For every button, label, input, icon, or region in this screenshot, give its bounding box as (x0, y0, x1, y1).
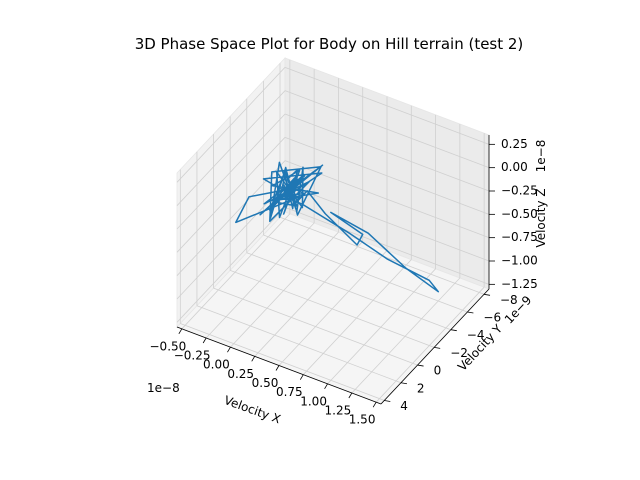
grid-line-z-left (176, 67, 286, 183)
grid-line-z-left (176, 113, 286, 230)
grid-line-z-left (176, 90, 286, 206)
z-tick-label: −1.00 (501, 254, 538, 268)
grid-line-x-floor (181, 213, 291, 330)
grid-line-z-back (284, 183, 490, 262)
x-tick-mark (251, 356, 256, 362)
grid-line-x-floor (254, 241, 364, 357)
z-tick-label: 0.00 (501, 160, 528, 174)
grid-line-z-back (284, 66, 490, 145)
y-tick-label: −8 (500, 293, 518, 307)
grid-line-x-floor (302, 259, 412, 375)
grid-lines (176, 59, 490, 403)
y-tick-label: −6 (483, 311, 501, 325)
grid-line-z-back (284, 113, 490, 192)
x-tick-label: 0.00 (203, 358, 230, 372)
grid-line-x-floor (351, 277, 461, 394)
y-tick-label: 0 (434, 364, 442, 378)
grid-line-y-floor (246, 252, 451, 331)
grid-line-z-back (284, 206, 490, 285)
z-tick-label: 0.25 (501, 137, 528, 151)
x-tick-label: 0.50 (252, 376, 279, 390)
y-tick-label: −2 (450, 346, 468, 360)
x-tick-mark (324, 383, 328, 390)
grid-line-x-floor (327, 268, 436, 385)
z-axis-label: Velocity Z (534, 188, 548, 247)
y-tick-mark (434, 346, 441, 349)
grid-line-z-back (284, 90, 490, 169)
x-tick-mark (202, 337, 207, 344)
axes-panes (176, 56, 490, 405)
y-axis-line (380, 288, 490, 405)
y-tick-mark (450, 329, 457, 332)
x-tick-mark (372, 401, 377, 408)
y-tick-mark (400, 382, 408, 385)
y-tick-label: −4 (467, 328, 485, 342)
y-tick-mark (417, 364, 424, 367)
y-tick-mark (384, 400, 391, 402)
x-offset-label: 1e−8 (147, 381, 180, 395)
x-tick-label: 0.25 (227, 367, 254, 381)
tick-labels: −0.50−0.250.000.250.500.751.001.251.50−8… (150, 137, 538, 427)
x-tick-mark (348, 392, 353, 399)
x-tick-label: 1.00 (300, 394, 327, 408)
z-tick-label: −1.25 (501, 277, 538, 291)
y-tick-label: 4 (400, 399, 408, 413)
chart-title: 3D Phase Space Plot for Body on Hill ter… (135, 35, 524, 53)
x-tick-mark (275, 365, 280, 371)
x-tick-label: −0.50 (150, 339, 187, 353)
x-tick-label: 1.25 (325, 404, 352, 418)
grid-line-z-back (284, 136, 490, 215)
x-tick-mark (299, 374, 304, 380)
grid-line-z-left (176, 160, 286, 276)
grid-line-x-floor (230, 231, 339, 348)
x-tick-label: −0.25 (174, 349, 211, 363)
z-tick-label: −0.50 (501, 207, 538, 221)
x-tick-mark (178, 328, 183, 335)
grid-line-y-floor (180, 323, 385, 401)
series-group (235, 161, 440, 293)
grid-line-z-left (176, 207, 286, 323)
series-line-0 (235, 161, 440, 293)
z-tick-label: −0.75 (501, 230, 538, 244)
tick-marks (178, 143, 495, 408)
x-tick-label: 0.75 (276, 385, 303, 399)
grid-line-x-floor (278, 250, 388, 366)
grid-line-y-floor (263, 234, 468, 313)
grid-line-y-floor (196, 305, 402, 384)
z-tick-label: −0.25 (501, 184, 538, 198)
x-tick-mark (227, 346, 231, 353)
grid-line-y-floor (230, 270, 435, 348)
y-tick-label: 2 (417, 381, 425, 395)
grid-line-y-floor (213, 287, 418, 366)
grid-line-z-left (176, 137, 286, 253)
grid-line-x-floor (375, 286, 485, 403)
y-tick-mark (483, 293, 491, 296)
y-tick-mark (467, 311, 474, 314)
x-tick-label: 1.50 (349, 413, 376, 427)
z-offset-label: 1e−8 (534, 140, 548, 173)
x-axis-label: Velocity X (222, 393, 282, 426)
grid-line-x-floor (205, 222, 315, 339)
